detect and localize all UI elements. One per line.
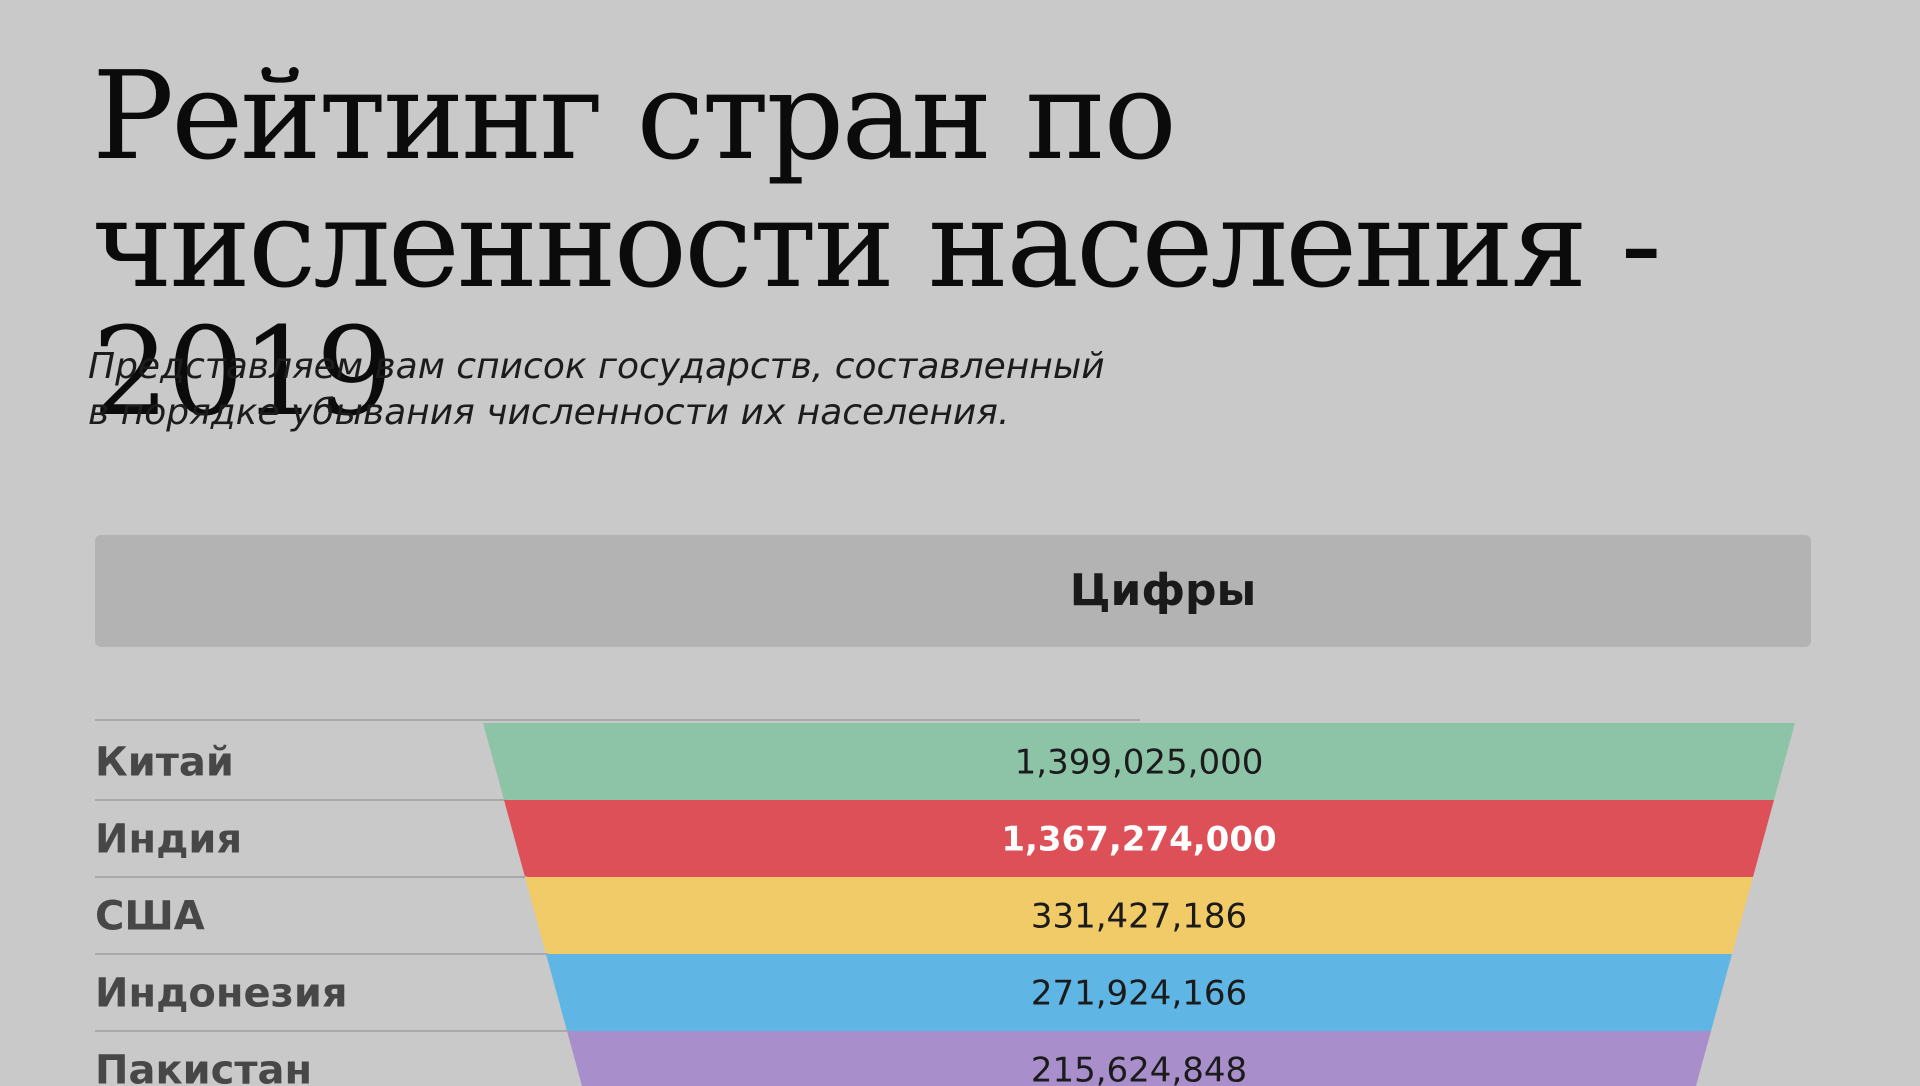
subtitle-line-2: в порядке убывания численности их населе…: [88, 392, 1010, 433]
country-label: США: [95, 894, 205, 940]
funnel-band-5: [567, 1031, 1711, 1086]
population-value-label: 271,924,166: [1031, 974, 1247, 1014]
population-value-label: 1,367,274,000: [1001, 820, 1276, 860]
funnel-band-2: [504, 800, 1774, 877]
country-label: Китай: [95, 740, 234, 786]
funnel-band-4: [546, 954, 1732, 1031]
country-label: Пакистан: [95, 1048, 312, 1086]
funnel-band-1: [483, 723, 1795, 800]
row-divider-1: [95, 799, 506, 801]
table-top-divider: [95, 719, 1140, 721]
subtitle-line-1: Представляем вам список государств, сост…: [88, 346, 1105, 387]
figures-header-bar: Цифры: [95, 535, 1811, 647]
population-value-label: 215,624,848: [1031, 1051, 1247, 1086]
row-divider-4: [95, 1030, 569, 1032]
row-divider-2: [95, 876, 527, 878]
figures-header-label: Цифры: [1069, 565, 1257, 616]
title-text: Рейтинг стран по численности населения -…: [92, 45, 1662, 443]
subtitle: Представляем вам список государств, сост…: [88, 344, 1288, 436]
funnel-band-3: [525, 877, 1753, 954]
country-label: Индия: [95, 817, 242, 863]
country-label: Индонезия: [95, 971, 348, 1017]
population-value-label: 331,427,186: [1031, 897, 1247, 937]
page-title: Рейтинг стран по численности населения -…: [92, 52, 1892, 436]
population-value-label: 1,399,025,000: [1015, 743, 1264, 783]
row-divider-3: [95, 953, 548, 955]
